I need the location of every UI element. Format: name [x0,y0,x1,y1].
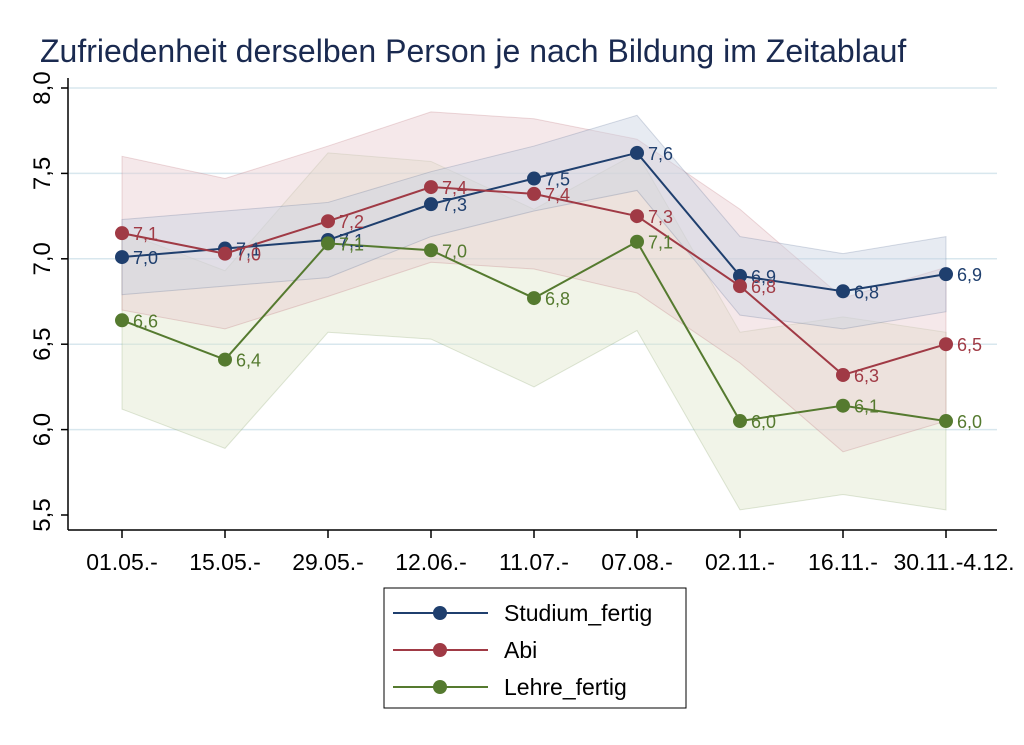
x-tick-label-6: 02.11.- [705,549,775,575]
x-tick-label-2: 29.05.- [292,549,364,575]
marker-lehre-fertig-8 [939,414,953,429]
legend-label-lehre-fertig: Lehre_fertig [504,674,627,700]
data-label-lehre-fertig-5: 7,1 [648,233,673,253]
legend-marker-lehre-fertig [433,680,447,694]
marker-lehre-fertig-2 [321,236,335,251]
data-label-studium-fertig-7: 6,8 [854,282,879,302]
data-label-studium-fertig-3: 7,3 [442,195,467,215]
data-label-abi-3: 7,4 [442,178,467,198]
data-label-abi-0: 7,1 [133,224,158,244]
marker-abi-2 [321,214,335,229]
marker-lehre-fertig-0 [115,313,129,328]
data-label-studium-fertig-5: 7,6 [648,144,673,164]
axes: 5,5 6,0 6,5 7,0 7,5 8,0 01.05.- 15.05.- 29.05.- 1… [29,71,1015,575]
data-label-lehre-fertig-3: 7,0 [442,241,467,261]
data-label-studium-fertig-4: 7,5 [545,170,570,190]
legend-label-abi: Abi [504,637,537,663]
marker-studium-fertig-5 [630,145,644,160]
data-label-lehre-fertig-1: 6,4 [236,351,261,371]
data-label-lehre-fertig-4: 6,8 [545,289,570,309]
x-tick-label-8: 30.11.-4.12. [893,549,1014,575]
data-label-lehre-fertig-6: 6,0 [751,412,776,432]
legend-label-studium-fertig: Studium_fertig [504,600,652,626]
legend-marker-abi [433,643,447,657]
data-label-lehre-fertig-0: 6,6 [133,311,158,331]
data-label-studium-fertig-2: 7,1 [339,231,364,251]
data-labels: 7,0 7,1 7,17,37,57,66,96,86,97,17,07,27,4 7… [133,144,982,432]
marker-studium-fertig-0 [115,250,129,265]
y-tick-label-1: 6,0 [29,413,56,446]
y-tick-label-5: 8,0 [29,71,56,104]
marker-studium-fertig-4 [527,171,541,186]
data-label-studium-fertig-6: 6,9 [751,267,776,287]
data-label-lehre-fertig-2: 7,1 [339,234,364,254]
marker-abi-1 [218,246,232,261]
marker-abi-3 [424,180,438,195]
legend: Studium_fertig Abi Lehre_fertig [383,587,687,709]
x-tick-label-7: 16.11.- [808,549,878,575]
marker-lehre-fertig-6 [733,414,747,429]
marker-lehre-fertig-3 [424,243,438,258]
data-label-studium-fertig-0: 7,0 [133,248,158,268]
data-label-abi-1: 7,0 [236,245,261,265]
data-label-lehre-fertig-7: 6,1 [854,397,879,417]
series-markers [115,145,953,429]
legend-marker-studium-fertig [433,606,447,620]
data-label-abi-4: 7,4 [545,185,570,205]
data-label-studium-fertig-1: 7,1 [236,240,261,260]
marker-abi-8 [939,337,953,352]
x-tick-label-1: 15.05.- [189,549,261,575]
y-tick-label-0: 5,5 [29,498,56,531]
data-label-abi-8: 6,5 [957,335,982,355]
y-tick-label-2: 6,5 [29,328,56,361]
x-tick-label-4: 11.07.- [499,549,569,575]
marker-lehre-fertig-7 [836,398,850,413]
marker-abi-7 [836,367,850,382]
marker-studium-fertig-7 [836,284,850,299]
marker-lehre-fertig-4 [527,291,541,306]
marker-abi-6 [733,279,747,294]
data-label-lehre-fertig-8: 6,0 [957,412,982,432]
data-label-abi-2: 7,2 [339,212,364,232]
marker-abi-5 [630,209,644,224]
x-tick-label-3: 12.06.- [395,549,467,575]
y-tick-label-3: 7,0 [29,242,56,275]
marker-lehre-fertig-5 [630,234,644,249]
marker-studium-fertig-6 [733,268,747,283]
x-tick-label-0: 01.05.- [86,549,158,575]
marker-abi-4 [527,186,541,201]
marker-studium-fertig-8 [939,267,953,282]
data-label-abi-5: 7,3 [648,207,673,227]
data-label-abi-7: 6,3 [854,366,879,386]
marker-abi-0 [115,226,129,241]
chart-title: Zufriedenheit derselben Person je nach B… [40,33,906,69]
x-tick-label-5: 07.08.- [601,549,673,575]
data-label-abi-6: 6,8 [751,277,776,297]
y-tick-label-4: 7,5 [29,157,56,190]
data-label-studium-fertig-8: 6,9 [957,265,982,285]
marker-studium-fertig-3 [424,197,438,212]
marker-lehre-fertig-1 [218,352,232,367]
